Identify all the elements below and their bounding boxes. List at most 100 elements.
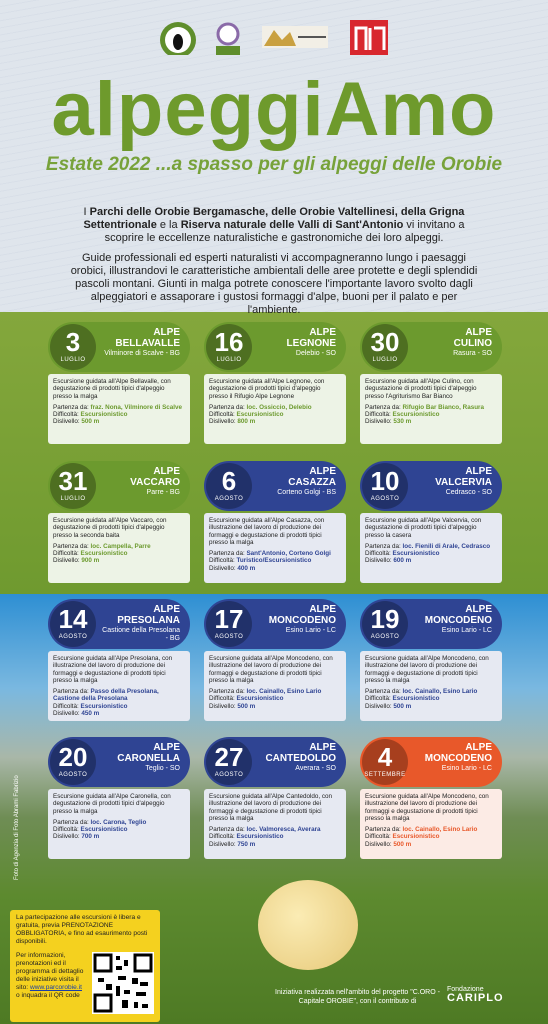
detail-label: Partenza da: bbox=[209, 688, 245, 696]
detail-label: Partenza da: bbox=[53, 403, 89, 411]
date-month: SETTEMBRE bbox=[364, 772, 406, 778]
alpe-name: ALPE VACCARO bbox=[94, 466, 180, 488]
card-detail: Dislivello: 500 m bbox=[365, 841, 497, 848]
date-badge: 10 AGOSTO bbox=[362, 463, 408, 509]
detail-label: Partenza da: bbox=[365, 688, 401, 696]
card-body: Escursione guidata all'Alpe Culino, con … bbox=[360, 374, 502, 444]
detail-label: Dislivello: bbox=[53, 710, 80, 718]
card-body: Escursione guidata all'Alpe Moncodeno, c… bbox=[360, 651, 502, 721]
event-card: 27 AGOSTO ALPE CANTEDOLDO Averara - SO Escurs… bbox=[204, 737, 346, 859]
detail-label: Difficoltà: bbox=[53, 826, 79, 834]
logo-riserva bbox=[350, 20, 388, 55]
card-header: 17 AGOSTO ALPE MONCODENO Esino Lario - LC bbox=[204, 599, 346, 649]
card-detail: Dislivello: 900 m bbox=[53, 557, 185, 564]
date-badge: 4 SETTEMBRE bbox=[362, 739, 408, 785]
date-badge: 3 LUGLIO bbox=[50, 324, 96, 370]
detail-value: Escursionistico bbox=[392, 695, 440, 703]
card-description: Escursione guidata all'Alpe Presolana, c… bbox=[53, 655, 173, 684]
card-description: Escursione guidata all'Alpe Casazza, con… bbox=[209, 517, 325, 546]
card-detail: Difficoltà: Turistico/Escursionistico bbox=[209, 557, 341, 564]
sponsor: Fondazione CARIPLO bbox=[447, 986, 504, 1004]
detail-value: loc. Valmoresca, Averara bbox=[246, 826, 321, 834]
logo-orobie-bergamasche bbox=[160, 22, 196, 55]
card-detail: Partenza da: Rifugio Bar Bianco, Rasura bbox=[365, 404, 497, 411]
date-day: 16 bbox=[214, 327, 244, 357]
detail-value: Sant'Antonio, Corteno Golgi bbox=[246, 550, 331, 558]
detail-label: Dislivello: bbox=[209, 564, 236, 572]
detail-label: Dislivello: bbox=[209, 418, 236, 426]
alpe-name: ALPE MONCODENO bbox=[406, 604, 492, 626]
card-detail: Partenza da: loc. Cainallo, Esino Lario bbox=[209, 688, 341, 695]
footer-text: Iniziativa realizzata nell'ambito del pr… bbox=[275, 989, 440, 1005]
detail-label: Dislivello: bbox=[53, 418, 80, 426]
card-header: 3 LUGLIO ALPE BELLAVALLE Vilminore di Scalve… bbox=[48, 322, 190, 372]
date-day: 10 bbox=[370, 466, 400, 496]
logo-shape bbox=[216, 46, 240, 55]
qr-finder bbox=[93, 993, 113, 1013]
alpe-name: ALPE LEGNONE bbox=[250, 327, 336, 349]
alpe-name-line: ALPE bbox=[465, 604, 492, 615]
detail-value: Escursionistico bbox=[392, 833, 440, 841]
date-month: AGOSTO bbox=[214, 772, 244, 778]
alpe-name-line: CASAZZA bbox=[288, 477, 336, 488]
card-detail: Dislivello: 750 m bbox=[209, 841, 341, 848]
logo-shape bbox=[354, 26, 386, 50]
card-detail: Difficoltà: Escursionistico bbox=[209, 833, 341, 840]
date-badge: 14 AGOSTO bbox=[50, 601, 96, 647]
detail-value: Escursionistico bbox=[392, 550, 440, 558]
intro-segment: Riserva naturale delle Valli di Sant'Ant… bbox=[180, 219, 404, 231]
date-badge: 20 AGOSTO bbox=[50, 739, 96, 785]
card-detail: Dislivello: 500 m bbox=[365, 703, 497, 710]
alpe-place: Corteno Golgi - BS bbox=[277, 489, 336, 496]
event-card: 31 LUGLIO ALPE VACCARO Parre - BG Escursione … bbox=[48, 461, 190, 583]
card-detail: Partenza da: loc. Carona, Teglio bbox=[53, 819, 185, 826]
card-body: Escursione guidata all'Alpe Moncodeno, c… bbox=[360, 789, 502, 859]
detail-label: Difficoltà: bbox=[365, 695, 391, 703]
card-header: 30 LUGLIO ALPE CULINO Rasura - SO bbox=[360, 322, 502, 372]
date-badge: 16 LUGLIO bbox=[206, 324, 252, 370]
detail-value: Escursionistico bbox=[80, 550, 128, 558]
detail-value: loc. Campella, Parre bbox=[90, 542, 151, 550]
date-month: LUGLIO bbox=[60, 357, 86, 363]
detail-label: Difficoltà: bbox=[209, 695, 235, 703]
detail-label: Difficoltà: bbox=[209, 411, 235, 419]
logos bbox=[160, 20, 388, 55]
alpe-place: Castione della Presolana - BG bbox=[102, 627, 180, 642]
alpe-name: ALPE CANTEDOLDO bbox=[250, 742, 336, 764]
alpe-name-line: ALPE bbox=[309, 466, 336, 477]
card-header: 14 AGOSTO ALPE PRESOLANA Castione della Pres… bbox=[48, 599, 190, 649]
detail-value: 500 m bbox=[237, 702, 256, 710]
intro-segment: e la bbox=[156, 219, 181, 231]
date-day: 27 bbox=[214, 742, 244, 772]
card-detail: Difficoltà: Escursionistico bbox=[209, 695, 341, 702]
card-body: Escursione guidata all'Alpe Casazza, con… bbox=[204, 513, 346, 583]
detail-value: loc. Cainallo, Esino Lario bbox=[402, 688, 478, 696]
card-detail: Dislivello: 450 m bbox=[53, 710, 185, 717]
card-detail: Difficoltà: Escursionistico bbox=[209, 411, 341, 418]
event-card: 17 AGOSTO ALPE MONCODENO Esino Lario - LC Esc… bbox=[204, 599, 346, 721]
info-link: www.parcorobie.it bbox=[29, 984, 82, 991]
date-month: AGOSTO bbox=[58, 634, 88, 640]
intro-segment: vi invitano a scoprire le eccellenze nat… bbox=[104, 219, 465, 244]
alpe-place: Cedrasco - SO bbox=[445, 489, 492, 496]
card-description: Escursione guidata all'Alpe Legnone, con… bbox=[209, 378, 325, 400]
alpe-place: Esino Lario - LC bbox=[441, 627, 492, 634]
alpe-name-line: VALCERVIA bbox=[435, 477, 492, 488]
detail-value: Escursionistico bbox=[236, 695, 284, 703]
card-body: Escursione guidata all'Alpe Vaccaro, con… bbox=[48, 513, 190, 583]
date-badge: 30 LUGLIO bbox=[362, 324, 408, 370]
detail-value: Escursionistico bbox=[80, 826, 128, 834]
detail-value: loc. Fienili di Arale, Cedrasco bbox=[402, 542, 491, 550]
event-card: 30 LUGLIO ALPE CULINO Rasura - SO Escursione … bbox=[360, 322, 502, 444]
card-header: 31 LUGLIO ALPE VACCARO Parre - BG bbox=[48, 461, 190, 511]
detail-label: Dislivello: bbox=[53, 833, 80, 841]
card-detail: Partenza da: Passo della Presolana, Cast… bbox=[53, 688, 185, 703]
alpe-name: ALPE BELLAVALLE bbox=[94, 327, 180, 349]
date-month: LUGLIO bbox=[372, 357, 398, 363]
alpe-name: ALPE VALCERVIA bbox=[406, 466, 492, 488]
card-body: Escursione guidata all'Alpe Moncodeno, c… bbox=[204, 651, 346, 721]
event-card: 16 LUGLIO ALPE LEGNONE Delebio - SO Escursion… bbox=[204, 322, 346, 444]
qr-modules bbox=[98, 956, 148, 1008]
alpe-name-line: BELLAVALLE bbox=[115, 338, 180, 349]
card-body: Escursione guidata all'Alpe Caronella, c… bbox=[48, 789, 190, 859]
